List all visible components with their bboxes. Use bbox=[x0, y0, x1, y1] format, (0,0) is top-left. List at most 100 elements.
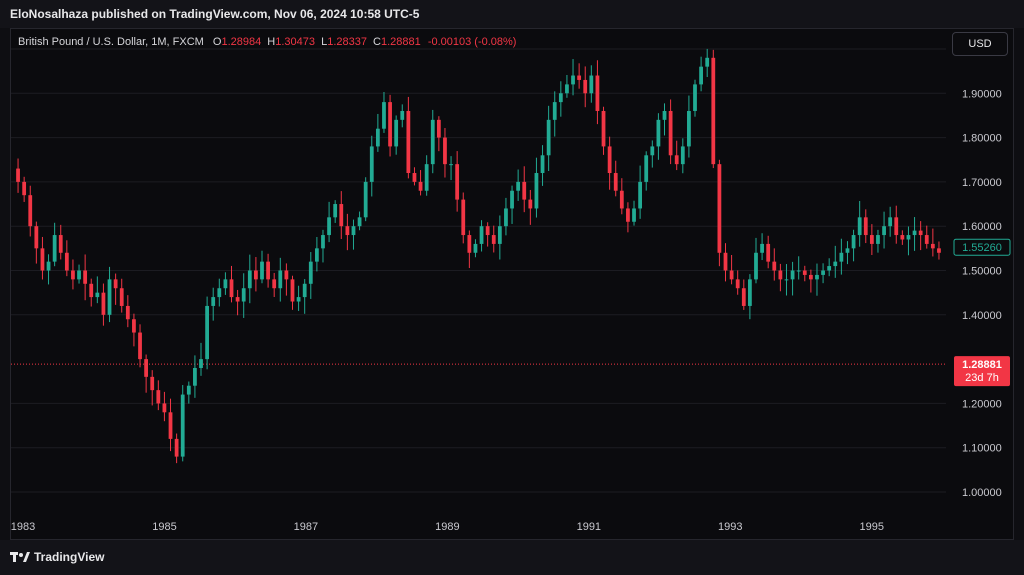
candle-body[interactable] bbox=[113, 279, 118, 289]
candle-body[interactable] bbox=[894, 217, 899, 236]
candle-body[interactable] bbox=[796, 270, 801, 272]
candle-body[interactable] bbox=[577, 75, 582, 80]
candle-body[interactable] bbox=[180, 394, 185, 457]
candle-body[interactable] bbox=[626, 208, 630, 222]
candle-body[interactable] bbox=[375, 128, 380, 147]
candle-body[interactable] bbox=[28, 195, 33, 227]
candle-body[interactable] bbox=[144, 359, 149, 377]
candle-body[interactable] bbox=[473, 243, 478, 253]
candle-body[interactable] bbox=[729, 270, 734, 280]
candle-body[interactable] bbox=[930, 243, 935, 249]
candle-body[interactable] bbox=[876, 235, 880, 244]
candle-body[interactable] bbox=[193, 367, 197, 386]
candle-body[interactable] bbox=[247, 270, 252, 289]
candle-body[interactable] bbox=[516, 181, 521, 191]
candle-body[interactable] bbox=[351, 226, 356, 236]
candle-body[interactable] bbox=[754, 252, 758, 280]
candle-body[interactable] bbox=[150, 376, 155, 391]
candle-body[interactable] bbox=[345, 226, 350, 236]
candle-body[interactable] bbox=[546, 119, 551, 156]
candle-body[interactable] bbox=[833, 261, 838, 267]
candle-body[interactable] bbox=[424, 164, 429, 191]
candle-body[interactable] bbox=[52, 235, 57, 262]
candle-body[interactable] bbox=[363, 181, 368, 218]
candle-body[interactable] bbox=[83, 270, 88, 284]
candle-body[interactable] bbox=[16, 168, 20, 182]
candle-body[interactable] bbox=[851, 235, 856, 249]
candle-body[interactable] bbox=[650, 146, 655, 156]
candle-body[interactable] bbox=[583, 79, 588, 94]
candle-body[interactable] bbox=[906, 235, 911, 240]
candle-body[interactable] bbox=[388, 102, 392, 147]
candle-body[interactable] bbox=[772, 261, 777, 271]
candle-body[interactable] bbox=[394, 119, 399, 147]
candle-body[interactable] bbox=[260, 261, 264, 280]
candle-body[interactable] bbox=[241, 288, 246, 302]
candle-body[interactable] bbox=[418, 181, 423, 191]
candle-body[interactable] bbox=[808, 274, 813, 280]
candle-body[interactable] bbox=[278, 270, 283, 289]
candle-body[interactable] bbox=[491, 235, 496, 244]
candle-body[interactable] bbox=[290, 279, 295, 302]
candle-body[interactable] bbox=[223, 279, 228, 289]
candle-body[interactable] bbox=[357, 217, 362, 227]
candle-body[interactable] bbox=[321, 235, 325, 249]
candle-body[interactable] bbox=[821, 270, 825, 275]
candle-body[interactable] bbox=[522, 181, 527, 200]
candle-body[interactable] bbox=[400, 110, 405, 120]
candle-body[interactable] bbox=[607, 146, 612, 174]
candle-body[interactable] bbox=[101, 292, 106, 315]
candle-body[interactable] bbox=[552, 102, 557, 120]
candle-body[interactable] bbox=[132, 319, 136, 333]
candle-body[interactable] bbox=[540, 155, 545, 174]
candle-body[interactable] bbox=[156, 390, 161, 404]
candle-body[interactable] bbox=[339, 204, 344, 227]
candle-body[interactable] bbox=[735, 279, 740, 289]
candle-body[interactable] bbox=[699, 66, 703, 85]
candle-body[interactable] bbox=[266, 261, 270, 280]
currency-button[interactable]: USD bbox=[952, 32, 1008, 56]
candle-body[interactable] bbox=[138, 332, 142, 360]
candle-body[interactable] bbox=[333, 204, 338, 218]
candle-body[interactable] bbox=[77, 270, 81, 280]
candle-body[interactable] bbox=[406, 110, 411, 174]
candle-body[interactable] bbox=[461, 199, 466, 236]
candle-body[interactable] bbox=[296, 297, 301, 302]
candle-body[interactable] bbox=[595, 75, 600, 111]
candle-body[interactable] bbox=[46, 261, 51, 271]
candle-body[interactable] bbox=[412, 173, 417, 182]
candle-body[interactable] bbox=[644, 155, 649, 182]
candle-body[interactable] bbox=[534, 173, 539, 209]
candle-body[interactable] bbox=[174, 438, 179, 457]
candle-body[interactable] bbox=[632, 208, 636, 222]
candle-body[interactable] bbox=[766, 243, 771, 262]
candle-body[interactable] bbox=[284, 270, 289, 280]
candle-body[interactable] bbox=[430, 119, 435, 165]
candle-body[interactable] bbox=[937, 248, 941, 253]
candle-body[interactable] bbox=[802, 270, 807, 275]
candle-body[interactable] bbox=[467, 235, 472, 253]
candle-body[interactable] bbox=[119, 288, 124, 306]
candle-body[interactable] bbox=[662, 110, 667, 120]
candle-body[interactable] bbox=[497, 226, 502, 244]
candle-body[interactable] bbox=[888, 217, 893, 227]
candle-body[interactable] bbox=[589, 75, 594, 94]
candle-body[interactable] bbox=[22, 181, 27, 196]
candle-body[interactable] bbox=[510, 190, 514, 209]
candle-body[interactable] bbox=[827, 266, 832, 271]
candle-body[interactable] bbox=[235, 297, 240, 302]
candle-body[interactable] bbox=[58, 235, 63, 253]
candle-body[interactable] bbox=[680, 146, 685, 165]
candle-body[interactable] bbox=[863, 217, 868, 236]
candle-body[interactable] bbox=[485, 226, 490, 236]
candle-body[interactable] bbox=[869, 235, 874, 244]
candle-body[interactable] bbox=[211, 297, 216, 306]
candle-body[interactable] bbox=[748, 279, 752, 306]
candle-body[interactable] bbox=[656, 119, 661, 147]
candle-body[interactable] bbox=[613, 173, 618, 191]
candle-body[interactable] bbox=[723, 252, 728, 271]
candle-body[interactable] bbox=[790, 270, 795, 280]
candle-body[interactable] bbox=[443, 137, 447, 165]
candle-body[interactable] bbox=[89, 283, 94, 298]
tradingview-brand[interactable]: TradingView bbox=[10, 550, 104, 564]
